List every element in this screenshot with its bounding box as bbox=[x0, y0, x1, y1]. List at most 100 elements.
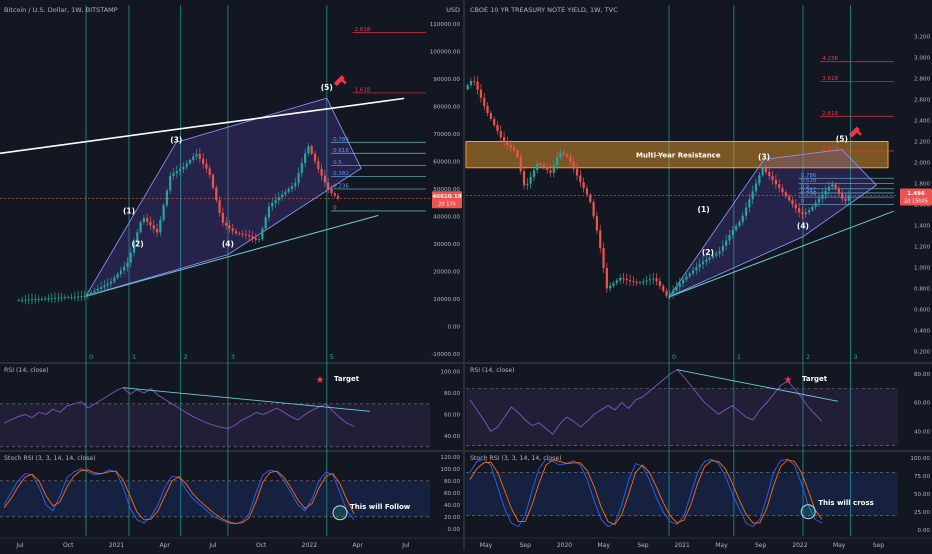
tnx-fib-level-label: 1.618 bbox=[822, 145, 838, 151]
tnx-resistance-label: Multi-Year Resistance bbox=[636, 152, 721, 160]
tnx-candle-body bbox=[801, 212, 804, 215]
tnx-candle-body bbox=[685, 276, 688, 280]
tnx-wave-label: (5) bbox=[836, 135, 848, 144]
tnx-y-tick-label: 2.600 bbox=[914, 98, 930, 104]
btc-candle-body bbox=[231, 228, 234, 232]
tnx-stoch-y-tick-label: 50.00 bbox=[914, 492, 930, 498]
btc-candle-body bbox=[297, 173, 300, 183]
tnx-candle-body bbox=[678, 283, 681, 287]
btc-candle-body bbox=[175, 171, 178, 174]
tnx-rsi-annotation: Target bbox=[802, 375, 828, 383]
btc-candle-body bbox=[30, 299, 34, 301]
tnx-candle-body bbox=[496, 125, 499, 132]
btc-y-tick-label: 10000.00 bbox=[433, 297, 460, 303]
tnx-candle-body bbox=[592, 202, 595, 217]
tnx-candle-body bbox=[469, 80, 473, 85]
tnx-rsi-y-tick-label: 40.00 bbox=[914, 429, 930, 435]
tnx-candle-body bbox=[831, 184, 834, 187]
tnx-candle-body bbox=[652, 278, 655, 280]
btc-fib-level-label: 0.786 bbox=[333, 137, 349, 143]
tnx-candle-body bbox=[665, 290, 668, 296]
tnx-support-trendline bbox=[668, 210, 894, 298]
btc-candle-body bbox=[93, 290, 96, 293]
btc-candle-body bbox=[248, 235, 251, 237]
btc-rsi-y-tick-label: 80.00 bbox=[444, 391, 460, 397]
btc-x-tick-label: Oct bbox=[256, 542, 267, 549]
btc-candle-body bbox=[221, 212, 224, 223]
btc-candle-body bbox=[257, 239, 261, 241]
btc-candle-body bbox=[178, 169, 182, 172]
tnx-candle-body bbox=[758, 175, 761, 184]
tnx-candle-body bbox=[648, 279, 652, 281]
tnx-candle-body bbox=[764, 168, 768, 173]
tnx-candle-body bbox=[688, 273, 691, 277]
tnx-candle-body bbox=[635, 282, 638, 284]
btc-stoch-title: Stoch RSI (3, 3, 14, 14, close) bbox=[4, 455, 96, 462]
btc-candle-body bbox=[202, 158, 205, 164]
tnx-x-tick-label: Sep bbox=[755, 542, 767, 549]
tnx-x-tick-label: 2020 bbox=[557, 542, 572, 549]
tnx-candle-body bbox=[708, 257, 711, 260]
btc-candle-body bbox=[198, 153, 201, 159]
btc-candle-body bbox=[76, 296, 80, 298]
tnx-candle-body bbox=[589, 194, 592, 203]
btc-fib-level-label: 0 bbox=[333, 205, 337, 211]
tnx-candle-body bbox=[572, 162, 575, 169]
btc-wave-label: (3) bbox=[170, 135, 182, 144]
tnx-fib-level-label: 0.786 bbox=[801, 173, 817, 179]
btc-rsi-line bbox=[3, 387, 355, 429]
tnx-fib-level-label: 0 bbox=[801, 199, 805, 205]
tnx-candle-body bbox=[575, 168, 579, 176]
btc-stoch-y-tick-label: 40.00 bbox=[444, 503, 460, 509]
tnx-candle-body bbox=[821, 194, 824, 199]
btc-candle-body bbox=[313, 153, 317, 162]
btc-rsi-y-tick-label: 40.00 bbox=[444, 434, 460, 440]
tnx-x-tick-label: Sep bbox=[637, 542, 649, 549]
btc-wave-fan bbox=[85, 97, 362, 297]
tnx-candle-body bbox=[615, 280, 618, 284]
tnx-rsi-band bbox=[466, 388, 898, 446]
tnx-candle-body bbox=[579, 175, 582, 183]
btc-candle-body bbox=[21, 299, 24, 301]
btc-candle-body bbox=[136, 232, 139, 243]
btc-candle-body bbox=[106, 283, 109, 286]
tnx-candle-body bbox=[718, 251, 721, 254]
btc-candle-body bbox=[146, 218, 149, 222]
tnx-rsi-y-tick-label: 60.00 bbox=[914, 401, 930, 407]
btc-stoch-y-tick-label: 120.00 bbox=[440, 455, 460, 461]
tnx-candle-body bbox=[632, 281, 635, 283]
tnx-candle-body bbox=[847, 195, 850, 201]
tnx-wave-label: (4) bbox=[797, 222, 809, 231]
btc-candle-body bbox=[271, 202, 274, 207]
btc-candle-body bbox=[211, 175, 215, 188]
btc-candle-body bbox=[47, 298, 50, 300]
btc-last-price-label: 46610.19 bbox=[432, 194, 461, 200]
tnx-stoch-k-line bbox=[469, 458, 823, 528]
btc-target-star-icon: ★ bbox=[316, 375, 325, 386]
btc-candle-body bbox=[238, 233, 241, 234]
tnx-candle-body bbox=[565, 154, 569, 157]
tnx-candle-body bbox=[516, 150, 519, 158]
btc-target-arrow-icon bbox=[333, 75, 345, 87]
tnx-candle-body bbox=[728, 235, 731, 241]
btc-stoch-d-line bbox=[3, 469, 355, 524]
tnx-candle-body bbox=[585, 188, 589, 195]
btc-candle-body bbox=[119, 270, 122, 275]
tnx-stoch-y-tick-label: 75.00 bbox=[914, 474, 930, 480]
btc-candle-body bbox=[254, 238, 257, 240]
btc-candle-body bbox=[159, 219, 162, 233]
btc-candle-body bbox=[310, 146, 313, 154]
tnx-y-tick-label: 0.200 bbox=[914, 350, 930, 356]
btc-candle-body bbox=[152, 225, 155, 229]
btc-candle-body bbox=[139, 222, 142, 233]
tnx-candle-body bbox=[768, 172, 771, 177]
btc-candle-body bbox=[172, 173, 175, 176]
btc-y-tick-label: 100000.00 bbox=[430, 50, 461, 56]
tnx-candle-body bbox=[542, 164, 545, 168]
btc-stoch-y-tick-label: 80.00 bbox=[444, 479, 460, 485]
btc-currency-label: USD bbox=[446, 6, 460, 14]
btc-candle-body bbox=[290, 186, 294, 189]
tnx-fib-level-label: 3.618 bbox=[822, 76, 838, 82]
tnx-candle-body bbox=[582, 182, 585, 189]
